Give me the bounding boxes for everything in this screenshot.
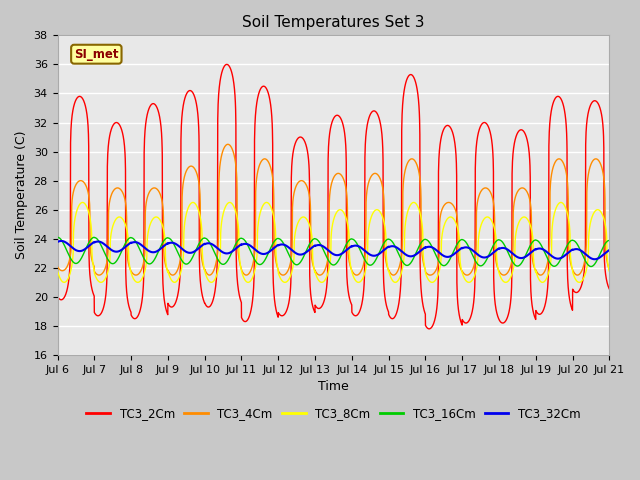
Title: Soil Temperatures Set 3: Soil Temperatures Set 3 [242, 15, 425, 30]
X-axis label: Time: Time [318, 380, 349, 393]
Text: SI_met: SI_met [74, 48, 118, 60]
Y-axis label: Soil Temperature (C): Soil Temperature (C) [15, 131, 28, 259]
Legend: TC3_2Cm, TC3_4Cm, TC3_8Cm, TC3_16Cm, TC3_32Cm: TC3_2Cm, TC3_4Cm, TC3_8Cm, TC3_16Cm, TC3… [82, 402, 585, 425]
